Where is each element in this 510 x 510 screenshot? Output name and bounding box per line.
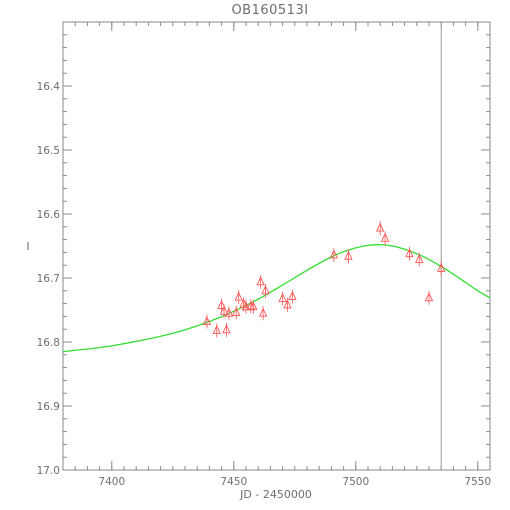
y-minor-ticks — [63, 21, 490, 471]
observation-point — [246, 299, 256, 314]
x-tick-label: 7400 — [98, 476, 125, 488]
y-tick-label: 16.5 — [37, 145, 60, 157]
observation-point — [405, 246, 414, 261]
x-tick-label: 7450 — [220, 476, 247, 488]
x-tick-labels: 7400 7450 7500 7550 — [98, 476, 491, 488]
y-tick-labels: 16.4 16.5 16.6 16.7 16.8 16.9 17.0 — [37, 81, 61, 477]
observation-point — [424, 290, 434, 305]
x-tick-label: 7550 — [464, 476, 491, 488]
y-tick-label: 16.9 — [37, 401, 60, 413]
observation-point — [278, 291, 287, 306]
x-axis-label: JD - 2450000 — [239, 488, 312, 501]
x-tick-label: 7500 — [342, 476, 369, 488]
observation-points — [202, 221, 446, 338]
observation-point — [234, 290, 243, 305]
x-major-ticks — [111, 22, 479, 470]
observation-point — [249, 299, 258, 314]
observation-point — [232, 305, 241, 320]
observation-point — [256, 274, 265, 289]
observation-point — [436, 261, 446, 276]
observation-point — [288, 289, 297, 304]
y-tick-label: 17.0 — [37, 465, 60, 477]
observation-point — [344, 249, 353, 264]
observation-point — [415, 252, 424, 267]
y-major-ticks — [63, 85, 490, 471]
observation-point — [375, 221, 385, 236]
observation-point — [222, 322, 231, 337]
observation-point — [202, 314, 212, 329]
x-minor-ticks — [62, 22, 491, 470]
observation-point — [261, 283, 270, 298]
observation-point — [212, 323, 221, 338]
y-axis-label: I — [26, 240, 29, 253]
plot-frame — [62, 21, 491, 471]
observation-point — [217, 298, 226, 313]
y-tick-label: 16.4 — [37, 81, 61, 93]
y-tick-label: 16.8 — [37, 337, 60, 349]
y-tick-label: 16.7 — [37, 273, 60, 285]
observation-point — [283, 297, 292, 312]
observation-point — [380, 231, 390, 246]
observation-point — [219, 304, 229, 319]
model-curve-line — [62, 244, 491, 353]
observation-point — [258, 306, 268, 321]
y-tick-label: 16.6 — [37, 209, 61, 221]
observation-point — [224, 306, 234, 321]
observation-point — [241, 299, 251, 314]
observation-point — [329, 247, 339, 262]
chart-title: OB160513I — [231, 3, 308, 18]
